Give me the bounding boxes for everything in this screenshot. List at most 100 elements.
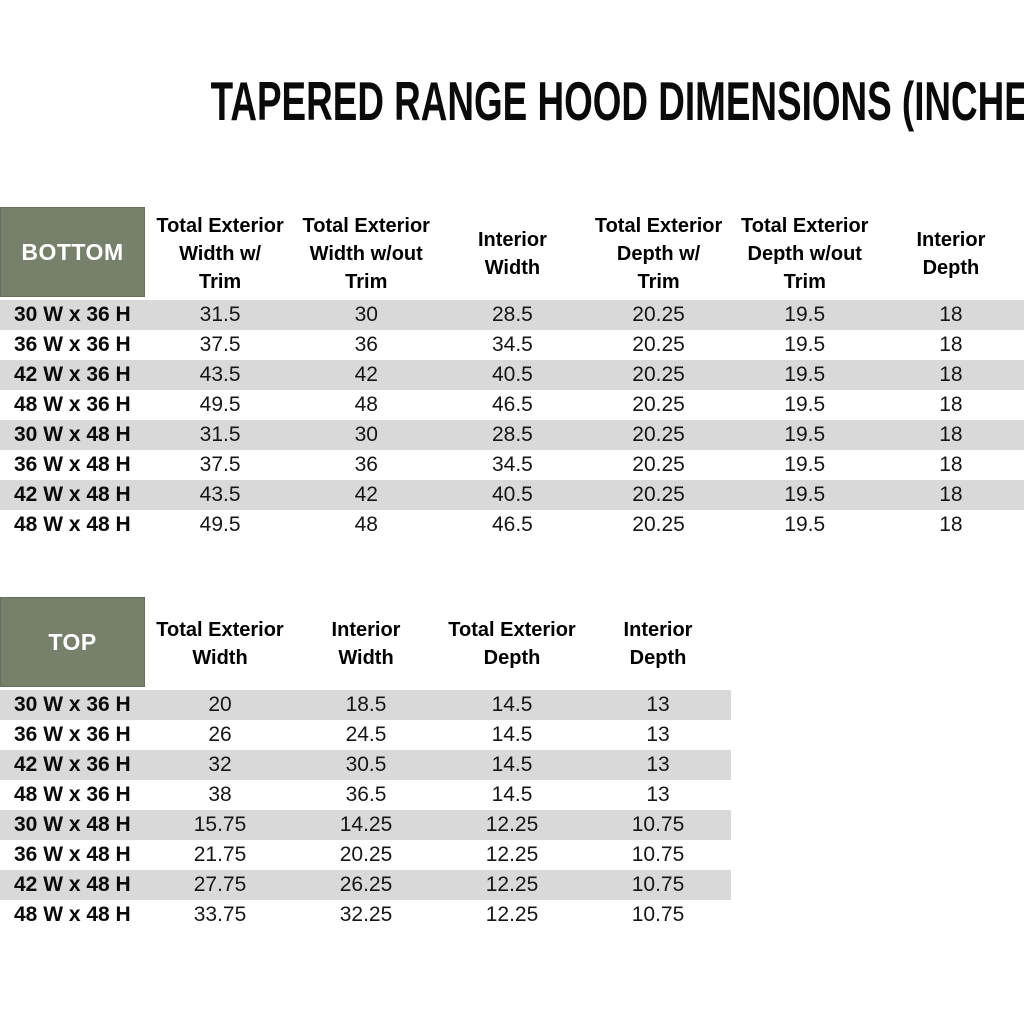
row-label: 30 W x 48 H: [14, 423, 131, 446]
table-row: 48 W x 36 H 38 36.5 14.5 13: [0, 780, 731, 810]
cell-value: 10.75: [631, 873, 685, 896]
cell-value: 30: [354, 423, 378, 446]
cell-value: 43.5: [199, 483, 241, 506]
top-table-header-row: TOP Total Exterior Width Interior Width Tot…: [0, 597, 731, 690]
table-row: 30 W x 48 H 15.75 14.25 12.25 10.75: [0, 810, 731, 840]
cell-value: 14.5: [491, 783, 533, 806]
cell-value: 34.5: [491, 333, 533, 356]
cell-value: 49.5: [199, 513, 241, 536]
cell-value: 48: [354, 513, 378, 536]
cell-value: 18: [939, 333, 963, 356]
cell-value: 12.25: [485, 873, 539, 896]
cell-value: 37.5: [199, 333, 241, 356]
cell-value: 18.5: [345, 693, 387, 716]
cell-value: 19.5: [784, 483, 826, 506]
cell-value: 20.25: [632, 483, 685, 506]
cell-value: 12.25: [485, 903, 539, 926]
cell-value: 12.25: [485, 813, 539, 836]
row-label: 36 W x 48 H: [14, 453, 131, 476]
table-row: 36 W x 48 H 21.75 20.25 12.25 10.75: [0, 840, 731, 870]
cell-value: 19.5: [784, 363, 826, 386]
table-row: 48 W x 36 H 49.5 48 46.5 20.25 19.5 18: [0, 390, 1024, 420]
cell-value: 43.5: [199, 363, 241, 386]
column-header: Interior Width: [439, 207, 586, 300]
cell-value: 19.5: [784, 513, 826, 536]
cell-value: 20.25: [632, 363, 685, 386]
column-header: Total Exterior Depth: [439, 597, 585, 690]
table-row: 42 W x 36 H 32 30.5 14.5 13: [0, 750, 731, 780]
cell-value: 31.5: [199, 303, 241, 326]
cell-value: 10.75: [631, 813, 685, 836]
cell-value: 18: [939, 513, 963, 536]
cell-value: 18: [939, 393, 963, 416]
row-label: 48 W x 36 H: [14, 783, 131, 806]
table-row: 30 W x 36 H 20 18.5 14.5 13: [0, 690, 731, 720]
row-label: 30 W x 48 H: [14, 813, 131, 836]
cell-value: 46.5: [491, 513, 533, 536]
cell-value: 42: [354, 483, 378, 506]
row-label: 30 W x 36 H: [14, 303, 131, 326]
cell-value: 20.25: [632, 393, 685, 416]
column-header: Total Exterior Depth w/ Trim: [585, 207, 732, 300]
bottom-table-corner-cell: BOTTOM: [0, 207, 147, 300]
table-row: 36 W x 36 H 37.5 36 34.5 20.25 19.5 18: [0, 330, 1024, 360]
row-label: 48 W x 48 H: [14, 513, 131, 536]
row-label: 42 W x 48 H: [14, 873, 131, 896]
cell-value: 13: [646, 693, 670, 716]
cell-value: 18: [939, 453, 963, 476]
cell-value: 19.5: [784, 453, 826, 476]
cell-value: 18: [939, 363, 963, 386]
column-header: Interior Depth: [877, 207, 1024, 300]
cell-value: 14.25: [339, 813, 393, 836]
cell-value: 18: [939, 423, 963, 446]
table-row: 30 W x 36 H 31.5 30 28.5 20.25 19.5 18: [0, 300, 1024, 330]
cell-value: 15.75: [193, 813, 247, 836]
column-header: Total Exterior Depth w/out Trim: [731, 207, 878, 300]
cell-value: 42: [354, 363, 378, 386]
cell-value: 10.75: [631, 843, 685, 866]
column-header: Interior Depth: [585, 597, 731, 690]
cell-value: 36: [354, 333, 378, 356]
cell-value: 36.5: [345, 783, 387, 806]
table-row: 48 W x 48 H 33.75 32.25 12.25 10.75: [0, 900, 731, 930]
cell-value: 20.25: [632, 303, 685, 326]
bottom-table-header-row: BOTTOM Total Exterior Width w/ Trim Total …: [0, 207, 1024, 300]
cell-value: 19.5: [784, 303, 826, 326]
cell-value: 21.75: [193, 843, 247, 866]
top-table-corner-cell: TOP: [0, 597, 147, 690]
cell-value: 26.25: [339, 873, 393, 896]
cell-value: 18: [939, 303, 963, 326]
cell-value: 24.5: [345, 723, 387, 746]
cell-value: 12.25: [485, 843, 539, 866]
bottom-dimensions-table: BOTTOM Total Exterior Width w/ Trim Total …: [0, 207, 1024, 540]
column-header: Total Exterior Width: [147, 597, 293, 690]
cell-value: 20.25: [632, 453, 685, 476]
cell-value: 40.5: [491, 483, 533, 506]
cell-value: 20.25: [632, 333, 685, 356]
cell-value: 13: [646, 783, 670, 806]
cell-value: 19.5: [784, 393, 826, 416]
table-row: 42 W x 36 H 43.5 42 40.5 20.25 19.5 18: [0, 360, 1024, 390]
table-row: 42 W x 48 H 27.75 26.25 12.25 10.75: [0, 870, 731, 900]
cell-value: 19.5: [784, 333, 826, 356]
table-row: 36 W x 48 H 37.5 36 34.5 20.25 19.5 18: [0, 450, 1024, 480]
cell-value: 30.5: [345, 753, 387, 776]
table-row: 48 W x 48 H 49.5 48 46.5 20.25 19.5 18: [0, 510, 1024, 540]
column-header: Total Exterior Width w/ Trim: [147, 207, 294, 300]
top-dimensions-table: TOP Total Exterior Width Interior Width Tot…: [0, 597, 731, 930]
cell-value: 38: [208, 783, 232, 806]
cell-value: 34.5: [491, 453, 533, 476]
cell-value: 32.25: [339, 903, 393, 926]
cell-value: 20.25: [632, 513, 685, 536]
cell-value: 37.5: [199, 453, 241, 476]
cell-value: 48: [354, 393, 378, 416]
cell-value: 19.5: [784, 423, 826, 446]
cell-value: 31.5: [199, 423, 241, 446]
row-label: 42 W x 48 H: [14, 483, 131, 506]
row-label: 48 W x 48 H: [14, 903, 131, 926]
cell-value: 32: [208, 753, 232, 776]
row-label: 42 W x 36 H: [14, 363, 131, 386]
cell-value: 20.25: [632, 423, 685, 446]
cell-value: 14.5: [491, 723, 533, 746]
